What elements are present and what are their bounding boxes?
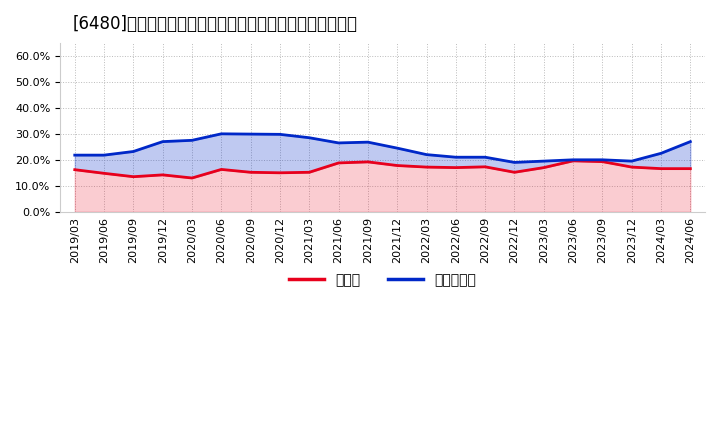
Text: [6480]　現顔金、有利子負債の総資産に対する比率の推移: [6480] 現顔金、有利子負債の総資産に対する比率の推移: [73, 15, 358, 33]
Legend: 現顔金, 有利子負債: 現顔金, 有利子負債: [284, 268, 482, 293]
